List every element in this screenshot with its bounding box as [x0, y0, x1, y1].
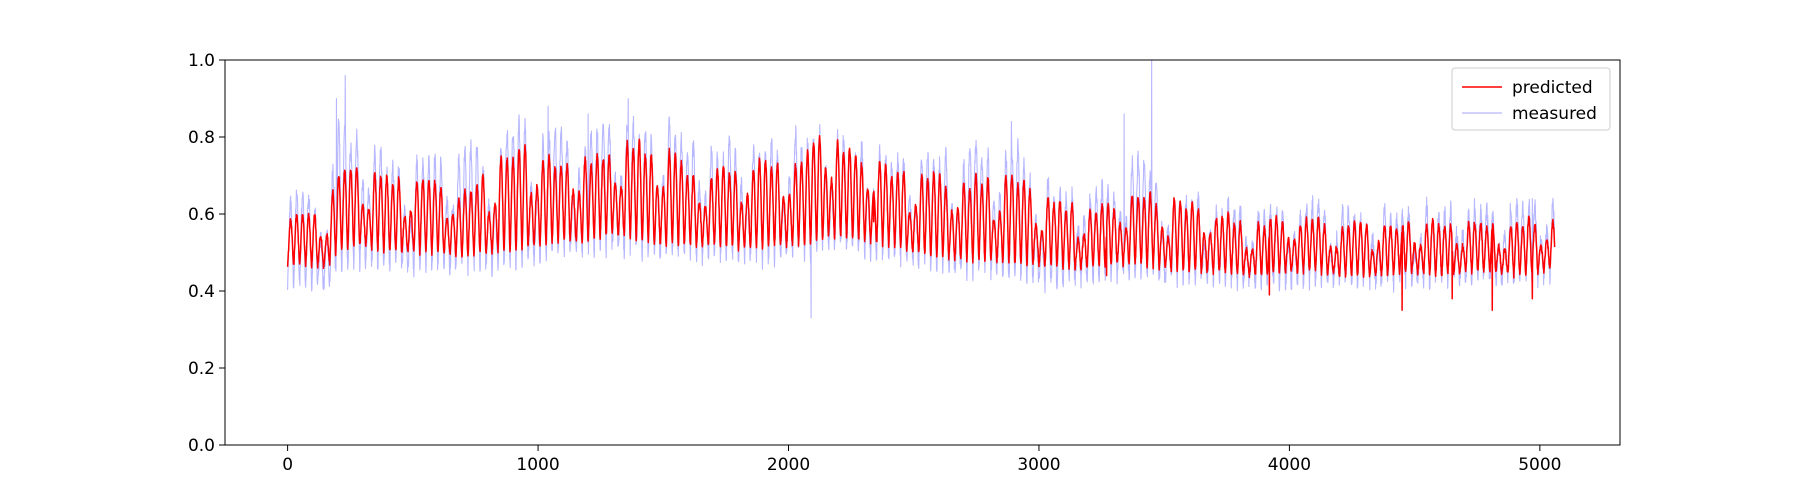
y-tick-label: 0.4 — [188, 282, 215, 302]
x-tick-label: 1000 — [516, 455, 559, 475]
y-tick-label: 0.2 — [188, 359, 215, 379]
x-tick-label: 5000 — [1518, 455, 1561, 475]
legend: predicted measured — [1451, 67, 1611, 131]
x-tick-label: 3000 — [1017, 455, 1060, 475]
plot-lines — [286, 59, 1556, 319]
y-tick-label: 0.6 — [188, 205, 215, 225]
legend-label-predicted: predicted — [1512, 78, 1593, 98]
legend-box — [1451, 67, 1611, 131]
plot-area-frame — [224, 59, 1621, 446]
legend-label-measured: measured — [1512, 104, 1597, 124]
x-tick-label: 0 — [282, 455, 293, 475]
y-axis: 0.0 0.2 0.4 0.6 0.8 1.0 — [188, 51, 225, 456]
y-tick-label: 1.0 — [188, 51, 215, 71]
series-line-predicted — [286, 134, 1556, 311]
x-axis: 0 1000 2000 3000 4000 5000 — [282, 445, 1561, 475]
y-tick-label: 0.8 — [188, 128, 215, 148]
x-tick-label: 2000 — [767, 455, 810, 475]
y-tick-label: 0.0 — [188, 436, 215, 456]
x-tick-label: 4000 — [1268, 455, 1311, 475]
